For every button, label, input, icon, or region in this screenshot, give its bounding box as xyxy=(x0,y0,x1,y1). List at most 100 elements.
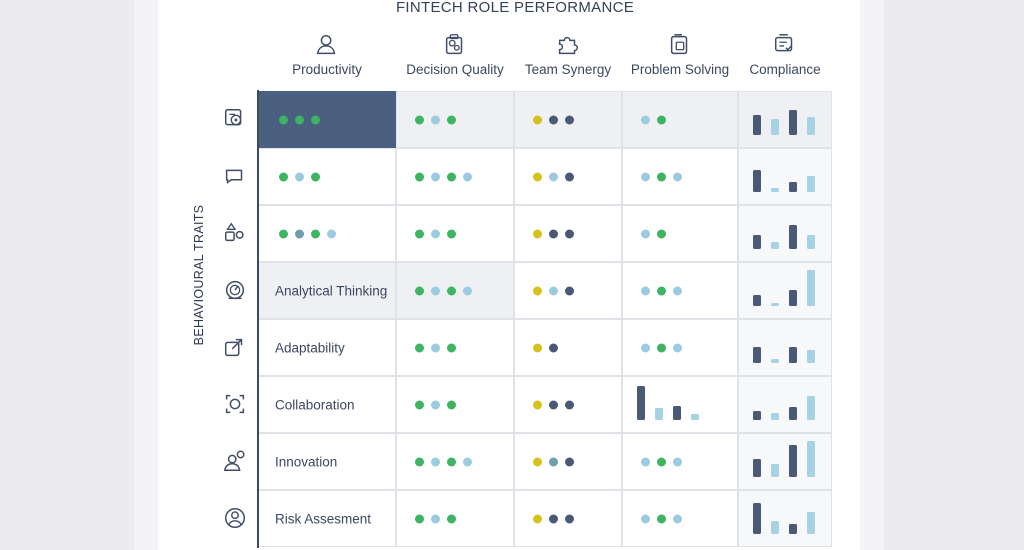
rating-dot-navy xyxy=(549,343,558,352)
mini-bar-chart xyxy=(753,213,819,249)
dot-group xyxy=(415,115,456,124)
grid-cell xyxy=(514,490,622,547)
rating-dot-green xyxy=(311,115,320,124)
grid-cell xyxy=(514,433,622,490)
rating-dot-navy xyxy=(565,229,574,238)
mini-bar-chart xyxy=(753,441,819,477)
rating-dot-light-blue xyxy=(431,172,440,181)
rating-dot-light-blue xyxy=(431,457,440,466)
rating-dot-green xyxy=(415,286,424,295)
mini-bar xyxy=(789,182,797,192)
grid-cell xyxy=(738,490,832,547)
rating-dot-green xyxy=(447,229,456,238)
row-label: Risk Assesment xyxy=(275,511,372,526)
rating-dot-light-blue xyxy=(431,514,440,523)
mini-bar xyxy=(807,350,815,363)
grid-cell xyxy=(738,91,832,148)
rating-dot-green xyxy=(415,400,424,409)
dot-group xyxy=(533,172,574,181)
checklist-icon xyxy=(772,32,798,58)
dot-group xyxy=(415,172,472,181)
grid-cell xyxy=(622,376,738,433)
dot-group xyxy=(533,286,574,295)
rating-dot-green xyxy=(447,343,456,352)
mini-bar xyxy=(789,225,797,249)
shapes-icon xyxy=(222,220,250,248)
rating-dot-light-blue xyxy=(431,286,440,295)
rating-dot-green xyxy=(447,514,456,523)
rating-dot-light-blue xyxy=(327,229,336,238)
mini-bar xyxy=(637,386,645,420)
column-header-problem-solving: Problem Solving xyxy=(612,30,748,86)
rating-dot-green xyxy=(279,172,288,181)
mini-bar xyxy=(807,176,815,192)
grid-cell xyxy=(396,319,514,376)
rating-dot-green xyxy=(415,115,424,124)
mini-bar xyxy=(655,408,663,420)
grid-cell xyxy=(738,148,832,205)
dot-group xyxy=(533,115,574,124)
rating-dot-navy xyxy=(565,115,574,124)
rating-dot-green xyxy=(279,229,288,238)
dot-group xyxy=(641,457,682,466)
grid-cell xyxy=(396,490,514,547)
dot-group xyxy=(415,400,456,409)
dot-group xyxy=(533,457,574,466)
mini-bar xyxy=(753,235,761,249)
mini-bar-chart xyxy=(753,498,819,534)
mini-bar-chart xyxy=(753,156,819,192)
mini-bar xyxy=(691,414,699,420)
rating-dot-green xyxy=(447,286,456,295)
rating-dot-light-blue xyxy=(673,343,682,352)
row-label: Analytical Thinking xyxy=(275,283,388,298)
mini-bar-chart xyxy=(753,384,819,420)
mini-bar xyxy=(807,235,815,249)
dot-group xyxy=(533,229,574,238)
rating-dot-green xyxy=(657,229,666,238)
grid-cell xyxy=(738,205,832,262)
person-icon xyxy=(314,32,340,58)
grid-cell xyxy=(514,376,622,433)
rating-dot-light-blue xyxy=(641,229,650,238)
dot-group xyxy=(415,457,472,466)
mini-bar xyxy=(789,524,797,534)
mini-bar xyxy=(789,347,797,363)
rating-dot-yellow xyxy=(533,172,542,181)
column-header-team-synergy: Team Synergy xyxy=(504,30,632,86)
rating-dot-light-blue xyxy=(431,400,440,409)
mini-bar xyxy=(771,242,779,249)
rating-dot-light-blue xyxy=(463,457,472,466)
column-header-label: Compliance xyxy=(749,62,821,77)
rating-dot-navy xyxy=(549,400,558,409)
mini-bar-chart xyxy=(637,384,703,420)
column-header-productivity: Productivity xyxy=(248,30,406,86)
rating-dot-teal xyxy=(549,457,558,466)
rating-dot-light-blue xyxy=(463,286,472,295)
rating-dot-light-blue xyxy=(431,343,440,352)
grid-cell xyxy=(622,433,738,490)
y-axis-line xyxy=(257,90,259,548)
mini-bar-chart xyxy=(753,270,819,306)
rating-dot-green xyxy=(657,286,666,295)
rating-dot-light-blue xyxy=(673,457,682,466)
mini-bar xyxy=(807,441,815,477)
dot-group xyxy=(415,229,456,238)
rating-dot-green xyxy=(415,229,424,238)
mini-bar xyxy=(771,188,779,192)
rating-dot-yellow xyxy=(533,229,542,238)
rating-dot-light-blue xyxy=(641,172,650,181)
dot-group xyxy=(641,343,682,352)
grid-cell xyxy=(622,205,738,262)
grid-cell xyxy=(514,262,622,319)
dot-group xyxy=(279,115,320,124)
rating-dot-light-blue xyxy=(641,115,650,124)
rating-dot-light-blue xyxy=(549,286,558,295)
person-bulb-icon xyxy=(222,448,250,476)
grid-cell xyxy=(258,91,396,148)
rating-dot-light-blue xyxy=(549,172,558,181)
rating-dot-yellow xyxy=(533,514,542,523)
grid-cell xyxy=(396,433,514,490)
rating-dot-yellow xyxy=(533,457,542,466)
gear-chat-icon xyxy=(222,106,250,134)
mini-bar xyxy=(807,117,815,135)
